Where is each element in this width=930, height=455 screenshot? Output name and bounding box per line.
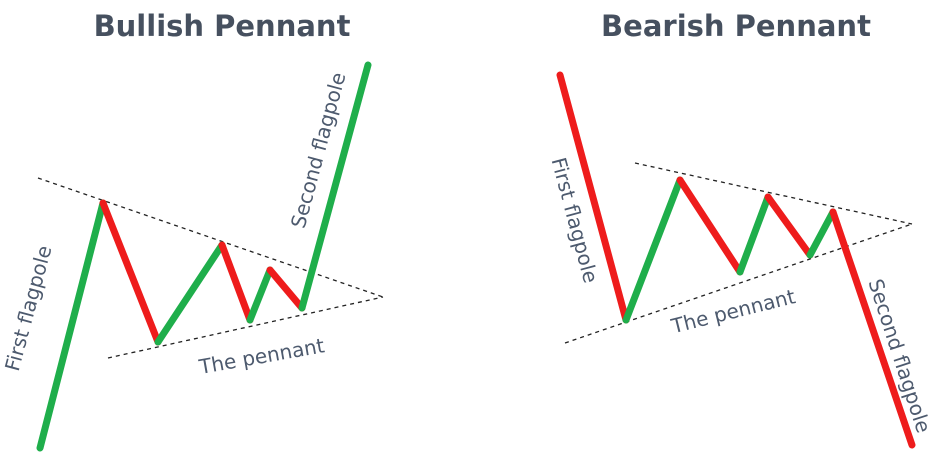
panel-title: Bearish Pennant [601, 9, 871, 43]
first-flagpole-label: First flagpole [547, 155, 604, 286]
second-flagpole-label: Second flagpole [863, 276, 930, 436]
down-leg [829, 208, 916, 449]
panel-title: Bullish Pennant [94, 9, 351, 43]
support-line [107, 296, 384, 359]
second-flagpole-label: Second flagpole [286, 70, 351, 231]
pennant-label: The pennant [196, 333, 326, 379]
up-leg [736, 193, 772, 276]
up-leg [806, 208, 837, 259]
up-leg [622, 176, 684, 324]
up-leg [246, 266, 274, 324]
up-leg [298, 61, 372, 312]
down-leg [266, 266, 306, 312]
down-leg [676, 176, 744, 276]
up-leg [154, 241, 226, 346]
up-leg [36, 199, 107, 452]
pennant-label: The pennant [668, 284, 798, 338]
down-leg [218, 241, 254, 324]
down-leg [556, 71, 630, 324]
down-leg [764, 193, 814, 259]
first-flagpole-label: First flagpole [0, 243, 56, 374]
resistance-line [37, 177, 384, 298]
down-leg [99, 199, 162, 346]
support-line [564, 223, 913, 344]
